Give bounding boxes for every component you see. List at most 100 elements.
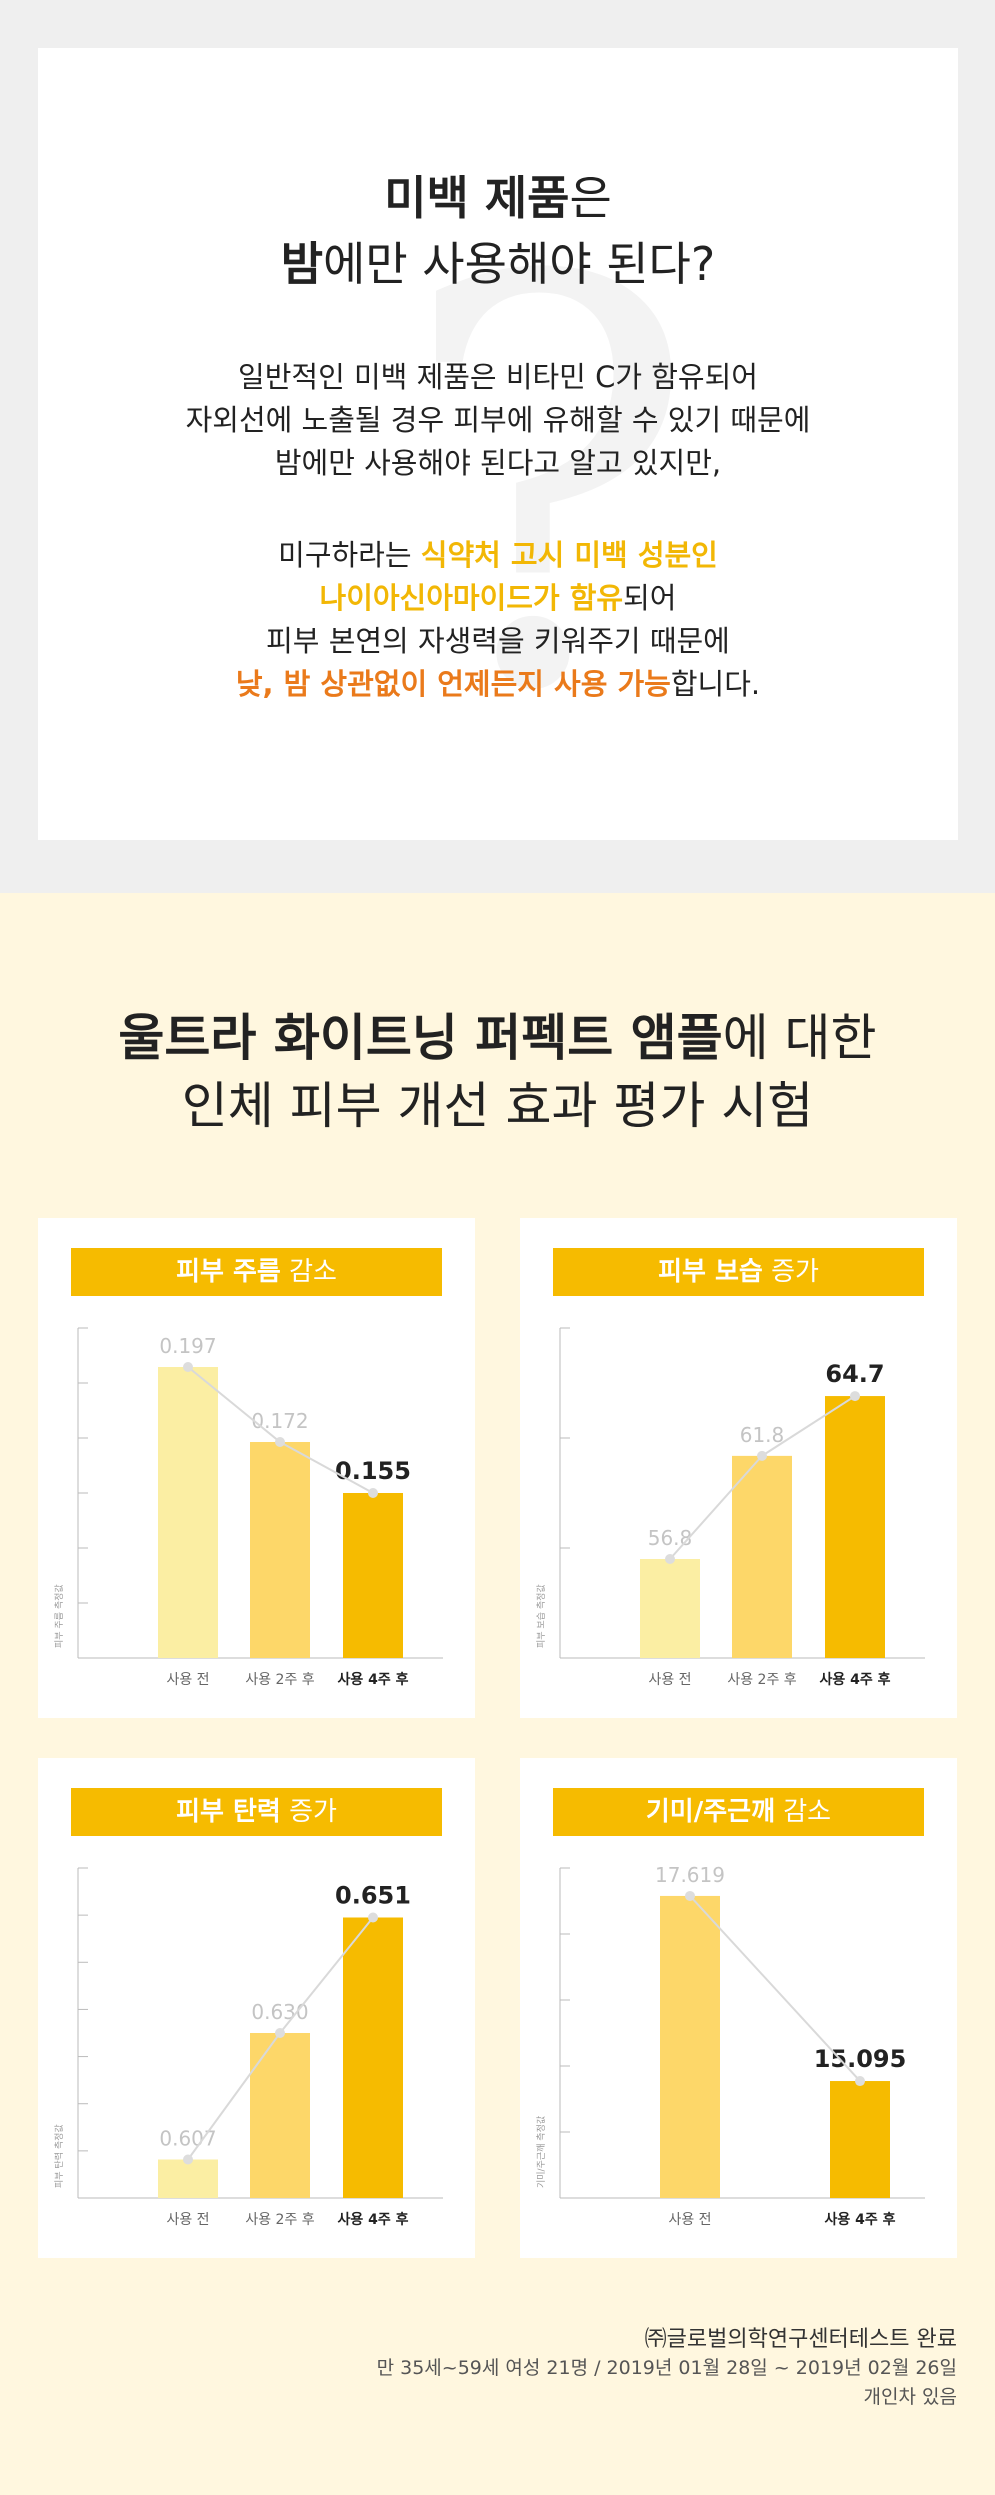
bar-1 (158, 2159, 218, 2198)
chart-title-rest: 증가 (280, 1797, 337, 1827)
intro-para2-line3: 피부 본연의 자생력을 키워주기 때문에 (266, 624, 730, 658)
trend-point-1 (685, 1890, 695, 1901)
data-label-2: 0.630 (251, 2000, 308, 2024)
trend-point-3 (368, 1912, 378, 1923)
footnote-disclaimer: 개인차 있음 (863, 2386, 957, 2408)
trend-point-1 (183, 2154, 193, 2165)
footnote-institute: ㈜글로벌의학연구센터테스트 완료 (644, 2327, 957, 2352)
chart-title-rest: 감소 (280, 1257, 337, 1287)
bar-1 (158, 1367, 218, 1658)
chart-header: 피부 주름 감소 (71, 1248, 442, 1296)
x-tick-label-3: 사용 4주 후 (337, 1672, 408, 1688)
x-tick-label-3: 사용 4주 후 (819, 1672, 890, 1688)
wrinkle-chart: 피부 주름 측정값 0.197 사용 전 0.172 사용 2주 후 0.155 사용 4주… (53, 1327, 443, 1688)
intro-paragraph-2: 미구하라는 식약처 고시 미백 성분인 나이아신아마이드가 함유되어 피부 본연… (38, 534, 958, 706)
intro-para1-line: 밤에만 사용해야 된다고 알고 있지만, (274, 446, 722, 480)
data-label-1: 0.197 (159, 1334, 216, 1358)
freckle-chart: 기미/주근깨 측정값 17.619 사용 전 15.095 사용 4주 후 (535, 1863, 925, 2228)
chart-card-moisture: 피부 보습 증가 피부 보습 측정값 56.8 사용 전 61.8 사용 2주 후 64.… (520, 1218, 957, 1718)
highlight-ingredient: 식약처 고시 미백 성분인 (420, 538, 718, 572)
intro-para2-line2: 나이아신아마이드가 함유되어 (38, 577, 958, 620)
data-label-2: 15.095 (814, 2045, 907, 2073)
x-tick-label-2: 사용 2주 후 (245, 1672, 314, 1688)
trend-point-2 (757, 1450, 767, 1461)
bar-1 (660, 1895, 720, 2198)
chart-title-bold: 피부 주름 (176, 1257, 281, 1287)
footnote-subjects: 만 35세~59세 여성 21명 / 2019년 01월 28일 ~ 2019년… (376, 2357, 957, 2379)
results-title-rest: 에 대한 (722, 1009, 877, 1067)
data-label-1: 56.8 (648, 1526, 693, 1550)
chart-title-bold: 기미/주근깨 (645, 1797, 775, 1827)
x-tick-label-2: 사용 2주 후 (245, 2212, 314, 2228)
data-label-3: 0.155 (335, 1457, 411, 1485)
highlight-niacinamide: 나이아신아마이드가 함유 (319, 581, 624, 615)
chart-card-wrinkle: 피부 주름 감소 피부 주름 측정값 0.197 사용 전 0.172 사용 2주 후 0… (38, 1218, 475, 1718)
y-axis-label: 피부 보습 측정값 (535, 1584, 547, 1648)
data-label-2: 0.172 (251, 1409, 308, 1433)
intro-para2-line1: 미구하라는 식약처 고시 미백 성분인 (38, 534, 958, 577)
x-tick-label-2: 사용 4주 후 (824, 2212, 895, 2228)
x-tick-label-3: 사용 4주 후 (337, 2212, 408, 2228)
intro-para2-text: 되어 (623, 581, 677, 615)
x-tick-label-1: 사용 전 (166, 2212, 209, 2228)
intro-para2-text: 합니다. (670, 667, 761, 701)
data-label-3: 0.651 (335, 1882, 411, 1910)
intro-card: ? 미백 제품은 밤에만 사용해야 된다? 일반적인 미백 제품은 비타민 C가… (38, 48, 958, 840)
elasticity-chart: 피부 탄력 측정값 0.607 사용 전 0.630 사용 2주 후 0.651 사용 4주… (53, 1867, 443, 2228)
moisture-chart: 피부 보습 측정값 56.8 사용 전 61.8 사용 2주 후 64.7 사용 4주 후 (535, 1327, 925, 1688)
bar-3 (343, 1917, 403, 2198)
intro-title-line1: 미백 제품은 (38, 166, 958, 230)
trend-point-2 (275, 2028, 285, 2038)
data-label-1: 17.619 (655, 1863, 725, 1887)
highlight-anytime: 낮, 밤 상관없이 언제든지 사용 가능 (235, 667, 671, 701)
intro-paragraph-1: 일반적인 미백 제품은 비타민 C가 함유되어 자외선에 노출될 경우 피부에 … (38, 356, 958, 485)
chart-header: 피부 보습 증가 (553, 1248, 924, 1296)
trend-point-1 (665, 1554, 675, 1564)
bar-2 (250, 1442, 310, 1658)
chart-card-elasticity: 피부 탄력 증가 피부 탄력 측정값 0.607 사용 전 0.630 사용 2주 후 0… (38, 1758, 475, 2258)
y-axis-label: 기미/주근깨 측정값 (535, 2116, 547, 2188)
chart-title-rest: 증가 (762, 1257, 819, 1287)
intro-para2-text: 미구하라는 (278, 538, 421, 572)
results-title-line1: 울트라 화이트닝 퍼펙트 앰플에 대한 (0, 1005, 995, 1071)
x-tick-label-1: 사용 전 (668, 2212, 711, 2228)
y-axis-label: 피부 주름 측정값 (53, 1584, 65, 1648)
data-label-3: 64.7 (825, 1360, 884, 1388)
question-mark-decoration: ? (398, 162, 699, 814)
test-footnote: ㈜글로벌의학연구센터테스트 완료 만 35세~59세 여성 21명 / 2019… (377, 2325, 957, 2412)
chart-card-freckle: 기미/주근깨 감소 기미/주근깨 측정값 17.619 사용 전 15.095 사용 4… (520, 1758, 957, 2258)
data-label-2: 61.8 (740, 1423, 785, 1447)
results-title-bold: 울트라 화이트닝 퍼펙트 앰플 (118, 1009, 723, 1067)
bar-1 (640, 1559, 700, 1658)
intro-title-line2: 밤에만 사용해야 된다? (38, 232, 958, 296)
bar-2 (830, 2081, 890, 2198)
intro-para1-line: 일반적인 미백 제품은 비타민 C가 함유되어 (238, 360, 758, 394)
results-title-line2: 인체 피부 개선 효과 평가 시험 (181, 1077, 814, 1135)
intro-title-rest-1: 은 (569, 171, 612, 225)
chart-header: 기미/주근깨 감소 (553, 1788, 924, 1836)
intro-title-bold-1: 미백 제품 (384, 171, 570, 225)
bar-3 (343, 1493, 403, 1658)
y-axis-label: 피부 탄력 측정값 (53, 2124, 65, 2188)
x-tick-label-2: 사용 2주 후 (727, 1672, 796, 1688)
intro-para1-line: 자외선에 노출될 경우 피부에 유해할 수 있기 때문에 (185, 403, 811, 437)
intro-para2-line4: 낮, 밤 상관없이 언제든지 사용 가능합니다. (38, 663, 958, 706)
intro-section: ? 미백 제품은 밤에만 사용해야 된다? 일반적인 미백 제품은 비타민 C가… (0, 0, 995, 893)
bar-2 (250, 2033, 310, 2198)
chart-title-bold: 피부 보습 (658, 1257, 763, 1287)
x-tick-label-1: 사용 전 (648, 1672, 691, 1688)
test-results-section: 울트라 화이트닝 퍼펙트 앰플에 대한 인체 피부 개선 효과 평가 시험 피부… (0, 893, 995, 2495)
trend-point-2 (275, 1437, 285, 1447)
intro-title-rest-2: 에만 사용해야 된다? (323, 237, 716, 291)
x-tick-label-1: 사용 전 (166, 1672, 209, 1688)
chart-header: 피부 탄력 증가 (71, 1788, 442, 1836)
trend-point-1 (183, 1362, 193, 1372)
bar-2 (732, 1455, 792, 1658)
trend-point-3 (368, 1488, 378, 1498)
chart-title-bold: 피부 탄력 (176, 1797, 281, 1827)
trend-line (689, 1895, 861, 2082)
data-label-1: 0.607 (159, 2127, 216, 2151)
trend-point-3 (850, 1391, 860, 1402)
trend-point-2 (855, 2076, 865, 2087)
chart-title-rest: 감소 (775, 1797, 832, 1827)
